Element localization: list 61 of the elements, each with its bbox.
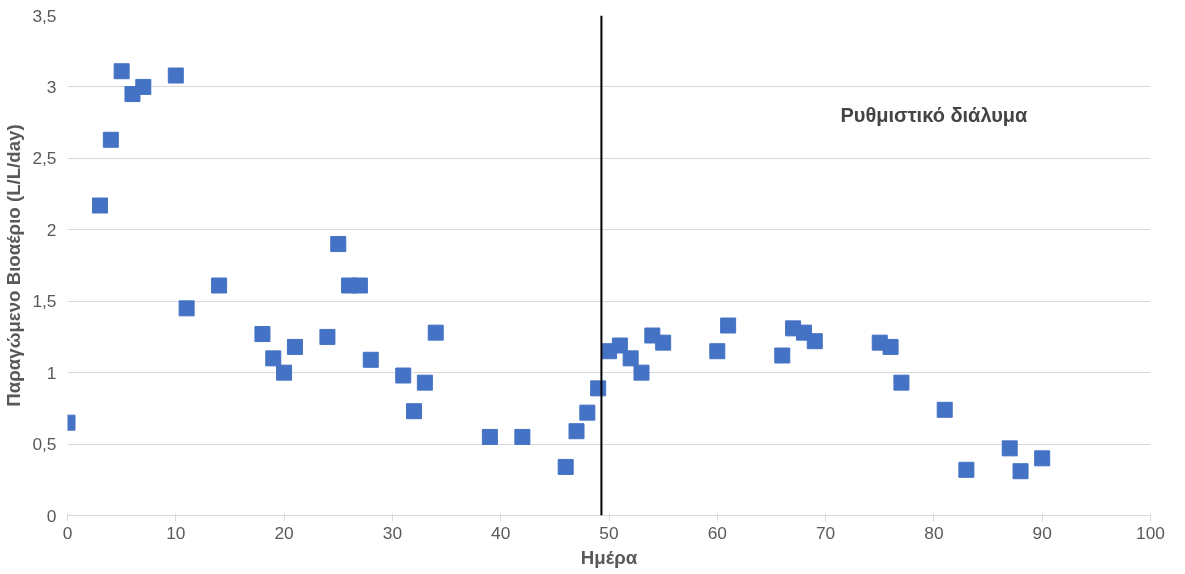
point bbox=[91, 197, 108, 214]
x-tick-label: 10 bbox=[166, 522, 186, 543]
point bbox=[633, 364, 650, 381]
point bbox=[319, 328, 336, 345]
point bbox=[330, 236, 347, 253]
point bbox=[416, 374, 433, 391]
y-tick-label: 3,5 bbox=[32, 5, 57, 26]
point bbox=[362, 351, 379, 368]
x-tick-label: 70 bbox=[815, 522, 836, 543]
x-tick-label: 0 bbox=[62, 522, 73, 543]
x-tick-label: 90 bbox=[1032, 522, 1052, 543]
y-tick-label: 2 bbox=[46, 219, 57, 240]
y-tick-label: 2,5 bbox=[32, 148, 57, 169]
point bbox=[351, 277, 368, 294]
point bbox=[958, 461, 975, 478]
x-tick-label: 20 bbox=[274, 522, 294, 543]
y-tick-label: 0,5 bbox=[32, 434, 57, 455]
point bbox=[709, 343, 726, 360]
x-tick-label: 40 bbox=[491, 522, 511, 543]
point bbox=[882, 338, 899, 355]
point bbox=[1001, 440, 1018, 457]
point bbox=[178, 300, 195, 317]
point bbox=[254, 326, 271, 343]
point bbox=[622, 350, 639, 367]
point bbox=[276, 364, 293, 381]
x-tick-label: 30 bbox=[382, 522, 403, 543]
point bbox=[406, 403, 423, 420]
point bbox=[655, 334, 672, 351]
point bbox=[579, 404, 596, 421]
y-tick-label: 0 bbox=[46, 505, 57, 526]
point bbox=[514, 428, 531, 445]
x-axis-title: Ημέρα bbox=[580, 546, 638, 568]
y-tick-label: 1 bbox=[46, 362, 57, 383]
x-tick-label: 60 bbox=[707, 522, 727, 543]
x-tick-label: 100 bbox=[1136, 522, 1165, 543]
point bbox=[211, 277, 228, 294]
y-axis-title: Παραγώμενο Βιοαέριο (L/L/day) bbox=[3, 124, 25, 407]
point bbox=[1012, 463, 1029, 480]
point bbox=[113, 63, 130, 80]
point bbox=[395, 367, 412, 384]
point bbox=[481, 428, 498, 445]
x-tick-label: 50 bbox=[599, 522, 619, 543]
point bbox=[720, 317, 737, 334]
point bbox=[893, 374, 910, 391]
point bbox=[806, 333, 823, 350]
point bbox=[167, 67, 184, 84]
point bbox=[774, 347, 791, 364]
point bbox=[427, 324, 444, 341]
point bbox=[568, 423, 585, 440]
y-tick-label: 1,5 bbox=[32, 291, 57, 312]
point bbox=[557, 458, 574, 475]
point bbox=[1034, 450, 1051, 467]
point bbox=[265, 350, 282, 367]
point bbox=[936, 401, 953, 418]
point bbox=[286, 338, 303, 355]
point bbox=[135, 78, 152, 95]
y-tick-label: 3 bbox=[46, 76, 57, 97]
x-tick-label: 80 bbox=[924, 522, 944, 543]
point bbox=[102, 131, 119, 148]
point bbox=[611, 337, 628, 354]
annotation: Ρυθμιστικό διάλυμα bbox=[840, 103, 1029, 126]
